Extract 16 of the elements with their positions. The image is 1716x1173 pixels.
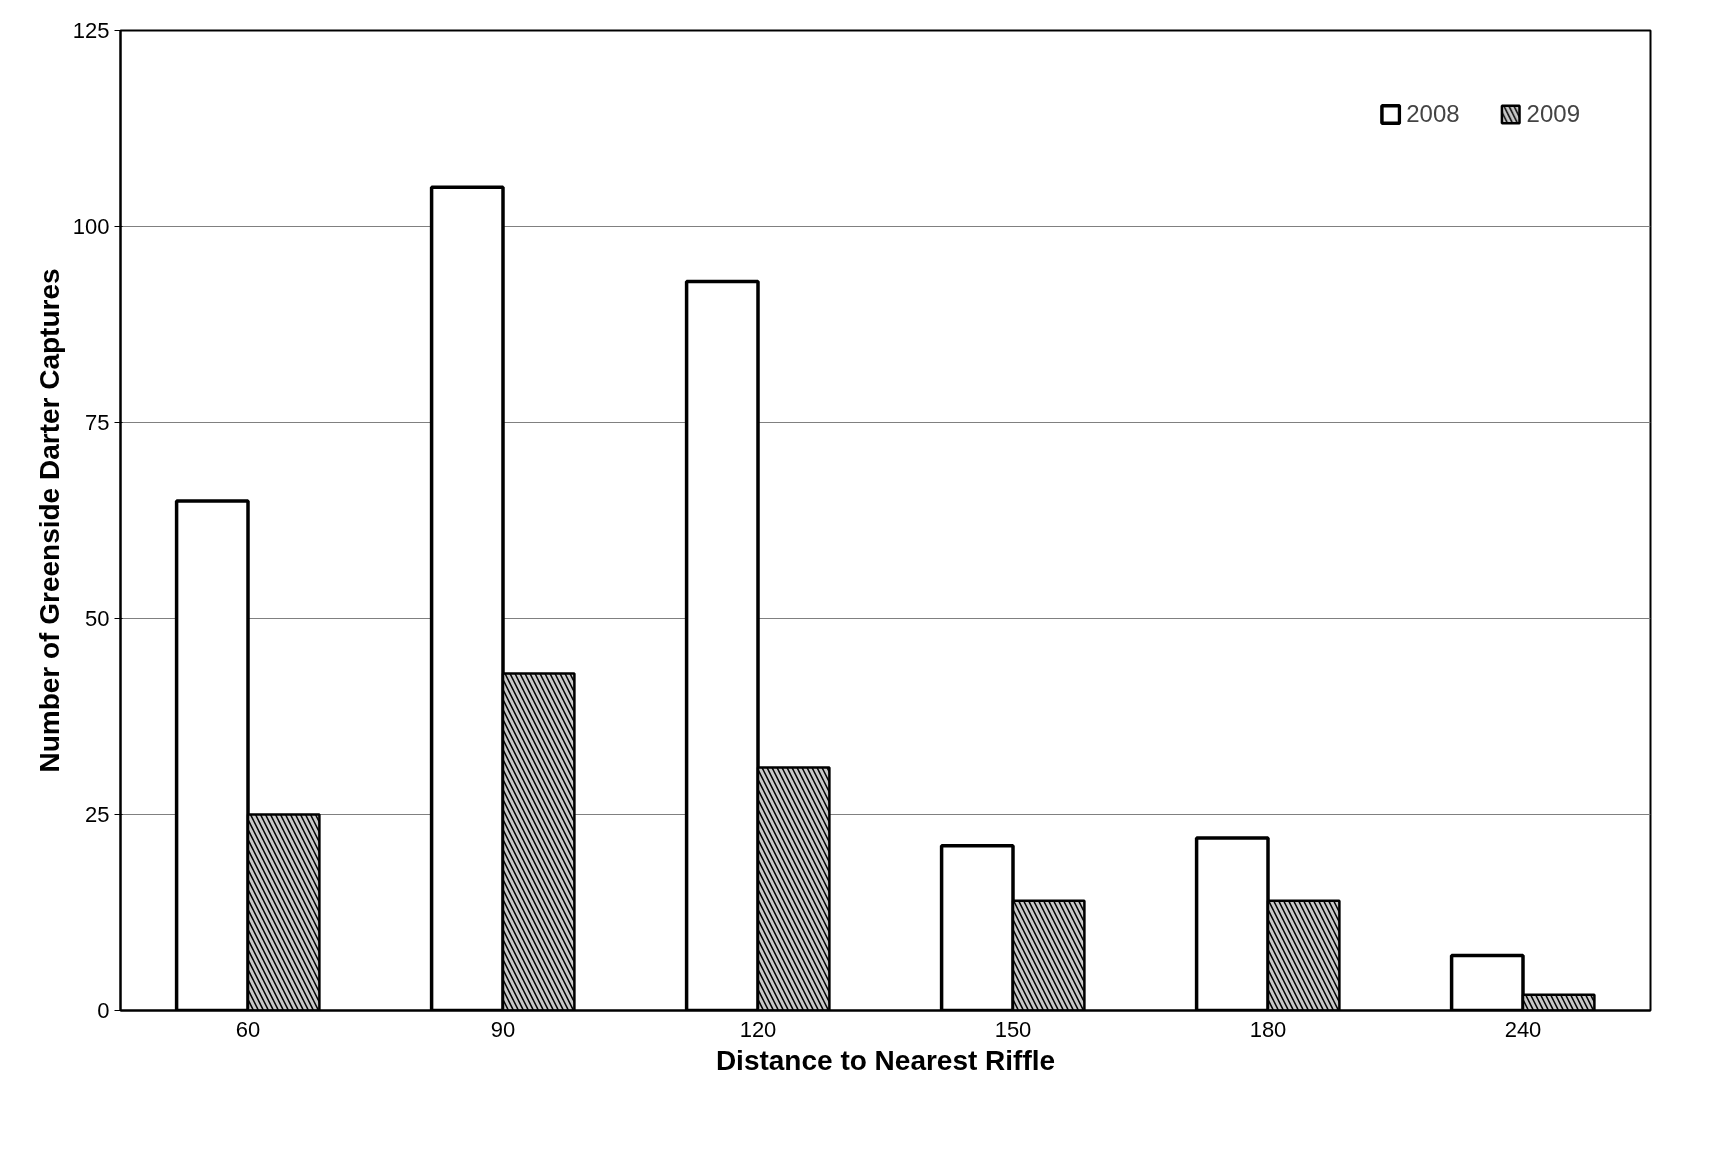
- y-tick-label: 25: [85, 802, 110, 827]
- y-tick-label: 100: [72, 214, 110, 239]
- x-axis-title: Distance to Nearest Riffle: [715, 1044, 1056, 1076]
- y-tick-label: 75: [85, 410, 110, 435]
- legend-label: 2009: [1526, 100, 1580, 128]
- legend-label: 2008: [1406, 100, 1460, 128]
- x-tick-label: 150: [994, 1016, 1032, 1042]
- y-tick-label: 50: [85, 606, 110, 631]
- x-tick-label: 120: [739, 1016, 777, 1042]
- y-axis-title: Number of Greenside Darter Captures: [33, 268, 65, 773]
- x-tick-label: 90: [490, 1016, 516, 1042]
- y-tick-label: 125: [72, 18, 110, 43]
- x-tick-label: 60: [235, 1016, 261, 1042]
- x-tick-label: 180: [1249, 1016, 1287, 1042]
- x-tick-label: 240: [1504, 1016, 1542, 1042]
- y-tick-label: 0: [97, 998, 110, 1023]
